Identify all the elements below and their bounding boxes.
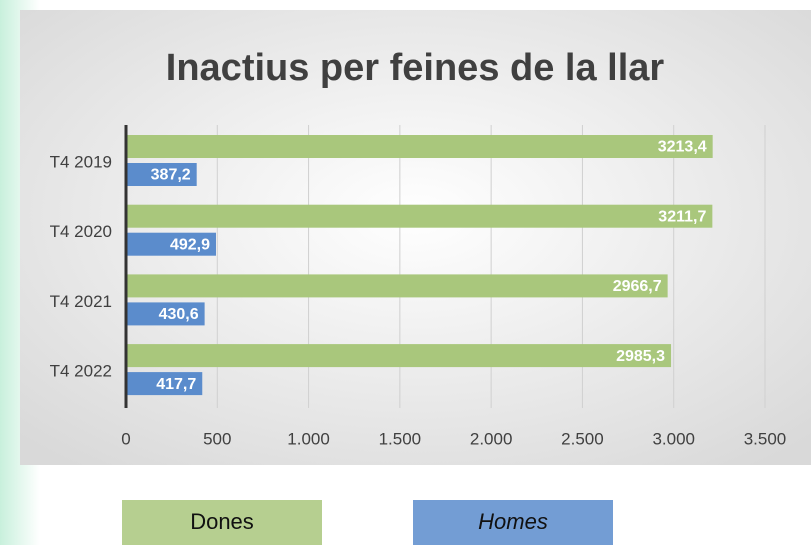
value-label: 2966,7 (613, 278, 662, 295)
bar (126, 163, 197, 186)
bar (126, 344, 672, 368)
x-tick-label: 3.000 (652, 429, 695, 448)
bar (126, 204, 713, 228)
x-tick-label: 500 (203, 429, 231, 448)
bar (126, 302, 205, 326)
x-tick-label: 3.500 (744, 429, 787, 448)
x-tick-label: 1.500 (379, 429, 422, 448)
value-label: 417,7 (156, 376, 196, 393)
x-tick-label: 2.000 (470, 429, 513, 448)
value-label: 387,2 (151, 167, 191, 184)
legend-swatch (413, 500, 613, 545)
y-tick-label: T4 2022 (50, 362, 112, 381)
legend-label: Homes (478, 509, 548, 534)
legend-label: Dones (190, 509, 254, 534)
y-tick-label: T4 2020 (50, 222, 112, 241)
value-label: 492,9 (170, 236, 210, 253)
legend-swatch (122, 500, 322, 545)
bar (126, 232, 216, 256)
y-tick-label: T4 2021 (50, 292, 112, 311)
bar (126, 135, 713, 158)
x-tick-label: 2.500 (561, 429, 604, 448)
x-tick-label: 1.000 (287, 429, 330, 448)
value-label: 3211,7 (658, 208, 706, 225)
value-label: 430,6 (159, 306, 199, 323)
chart-title: Inactius per feines de la llar (166, 47, 665, 89)
bar (126, 372, 203, 396)
x-tick-label: 0 (121, 429, 130, 448)
value-label: 3213,4 (658, 139, 707, 156)
value-label: 2985,3 (616, 348, 665, 365)
y-tick-label: T4 2019 (50, 152, 112, 171)
bar (126, 274, 668, 298)
